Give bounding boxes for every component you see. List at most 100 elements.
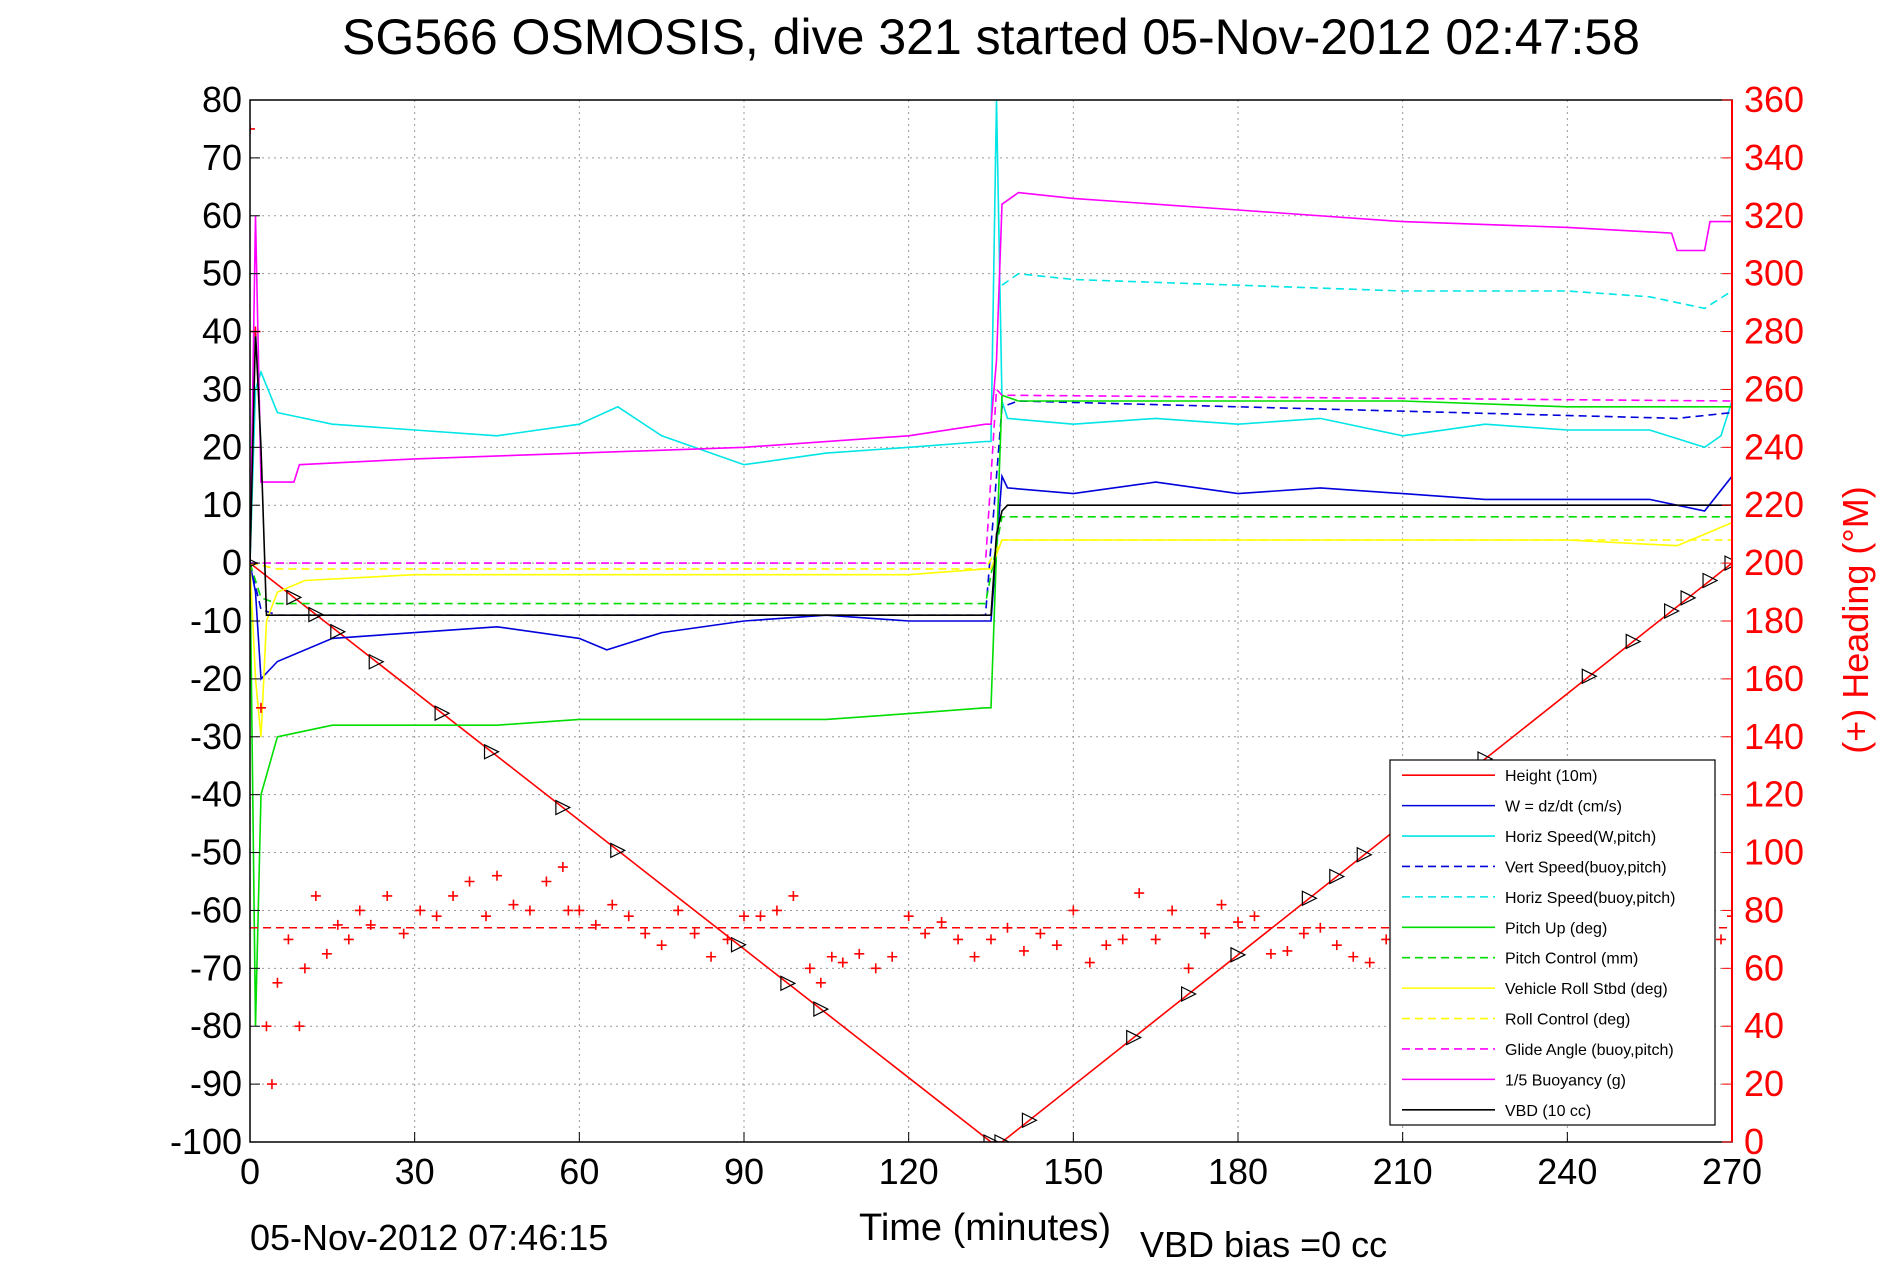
heading-point — [250, 123, 255, 134]
heading-point — [953, 934, 964, 945]
heading-point — [431, 911, 442, 922]
footer-timestamp: 05-Nov-2012 07:46:15 — [250, 1217, 608, 1258]
legend-entry: Glide Angle (buoy,pitch) — [1505, 1042, 1674, 1059]
x-tick-label: 180 — [1208, 1151, 1268, 1192]
y-tick-label: 80 — [202, 79, 242, 120]
heading-point — [788, 890, 799, 901]
tick-labels: 0 30 60 90 120 150 180 210 240 270 80 70 60 50 40 30 20 1… — [170, 79, 1804, 1192]
heading-point — [640, 928, 651, 939]
series-line-2 — [250, 100, 1732, 564]
heading-point — [739, 911, 749, 922]
heading-point — [1150, 934, 1161, 945]
x-tick-label: 0 — [240, 1151, 260, 1192]
height-marker — [1581, 668, 1598, 685]
heading-point — [508, 899, 519, 910]
y-tick-label: 60 — [202, 195, 242, 236]
heading-point — [1348, 951, 1359, 962]
y2-tick-label: 0 — [1744, 1121, 1764, 1162]
heading-point — [354, 905, 365, 916]
legend-entry: Pitch Control (mm) — [1505, 951, 1638, 968]
heading-point — [321, 948, 332, 959]
heading-point — [590, 919, 601, 930]
y-tick-label: 50 — [202, 253, 242, 294]
y2-tick-label: 20 — [1744, 1063, 1784, 1104]
height-marker — [308, 606, 325, 623]
y2-tick-label: 280 — [1744, 311, 1804, 352]
heading-point — [706, 951, 717, 962]
heading-point — [464, 876, 475, 887]
height-marker — [1301, 890, 1318, 907]
heading-point — [1002, 922, 1013, 933]
x-tick-label: 30 — [395, 1151, 435, 1192]
legend-entry: Height (10m) — [1505, 768, 1597, 785]
y2-tick-label: 120 — [1744, 774, 1804, 815]
y-tick-label: 40 — [202, 311, 242, 352]
y2-tick-label: 100 — [1744, 832, 1804, 873]
heading-point — [1298, 928, 1309, 939]
x-tick-label: 150 — [1043, 1151, 1103, 1192]
y-tick-label: -60 — [190, 889, 242, 930]
heading-point — [673, 905, 684, 916]
series-line-9 — [250, 387, 1732, 564]
heading-point — [1167, 905, 1178, 916]
legend-entry: W = dz/dt (cm/s) — [1505, 799, 1622, 816]
y-tick-label: -80 — [190, 1005, 242, 1046]
heading-point — [261, 1021, 272, 1032]
heading-point — [1101, 940, 1112, 951]
heading-point — [1035, 928, 1046, 939]
legend-entry: Horiz Speed(buoy,pitch) — [1505, 890, 1675, 907]
x-tick-label: 270 — [1702, 1151, 1762, 1192]
y-tick-label: -40 — [190, 774, 242, 815]
height-marker — [434, 705, 451, 722]
heading-point — [1216, 899, 1227, 910]
legend-entry: Vert Speed(buoy,pitch) — [1505, 859, 1667, 876]
heading-point — [656, 940, 667, 951]
heading-point — [272, 977, 283, 988]
series-line-3 — [250, 400, 1732, 617]
heading-point — [1282, 945, 1293, 956]
heading-point — [1018, 945, 1029, 956]
y2-axis-label: (+) Heading (°M) — [1835, 486, 1876, 753]
heading-point — [607, 899, 618, 910]
heading-point — [1084, 957, 1095, 968]
series-line-6 — [250, 515, 1732, 605]
y-tick-label: 30 — [202, 368, 242, 409]
legend-box — [1389, 759, 1716, 1126]
height-marker — [994, 1134, 1011, 1142]
x-tick-label: 120 — [879, 1151, 939, 1192]
height-marker — [368, 653, 385, 670]
y-tick-label: -100 — [170, 1121, 242, 1162]
heading-point — [266, 1079, 277, 1090]
heading-point — [524, 905, 535, 916]
x-tick-label: 90 — [724, 1151, 764, 1192]
y2-tick-label: 300 — [1744, 253, 1804, 294]
heading-point — [771, 905, 782, 916]
legend-entry: 1/5 Buoyancy (g) — [1505, 1072, 1626, 1089]
heading-point — [574, 905, 585, 916]
height-marker — [1230, 946, 1247, 963]
height-marker — [555, 799, 572, 816]
series-line-5 — [250, 394, 1732, 1027]
heading-point — [623, 911, 634, 922]
heading-point — [826, 951, 837, 962]
y-tick-label: 20 — [202, 426, 242, 467]
x-axis-label: Time (minutes) — [859, 1207, 1111, 1249]
y2-tick-label: 320 — [1744, 195, 1804, 236]
height-marker — [1356, 846, 1373, 863]
legend-entry: VBD (10 cc) — [1505, 1103, 1591, 1120]
heading-point — [365, 919, 376, 930]
y-tick-label: 10 — [202, 484, 242, 525]
heading-point — [755, 911, 766, 922]
height-marker — [730, 936, 747, 953]
legend-entry: Roll Control (deg) — [1505, 1012, 1630, 1029]
heading-point — [1200, 928, 1211, 939]
heading-point — [870, 963, 881, 974]
y-tick-label: -30 — [190, 716, 242, 757]
height-marker — [286, 589, 303, 606]
heading-point — [255, 702, 266, 713]
height-marker — [483, 743, 500, 760]
heading-point — [887, 951, 898, 962]
height-marker — [1664, 603, 1680, 619]
heading-point — [481, 911, 492, 922]
heading-point — [1265, 948, 1276, 959]
